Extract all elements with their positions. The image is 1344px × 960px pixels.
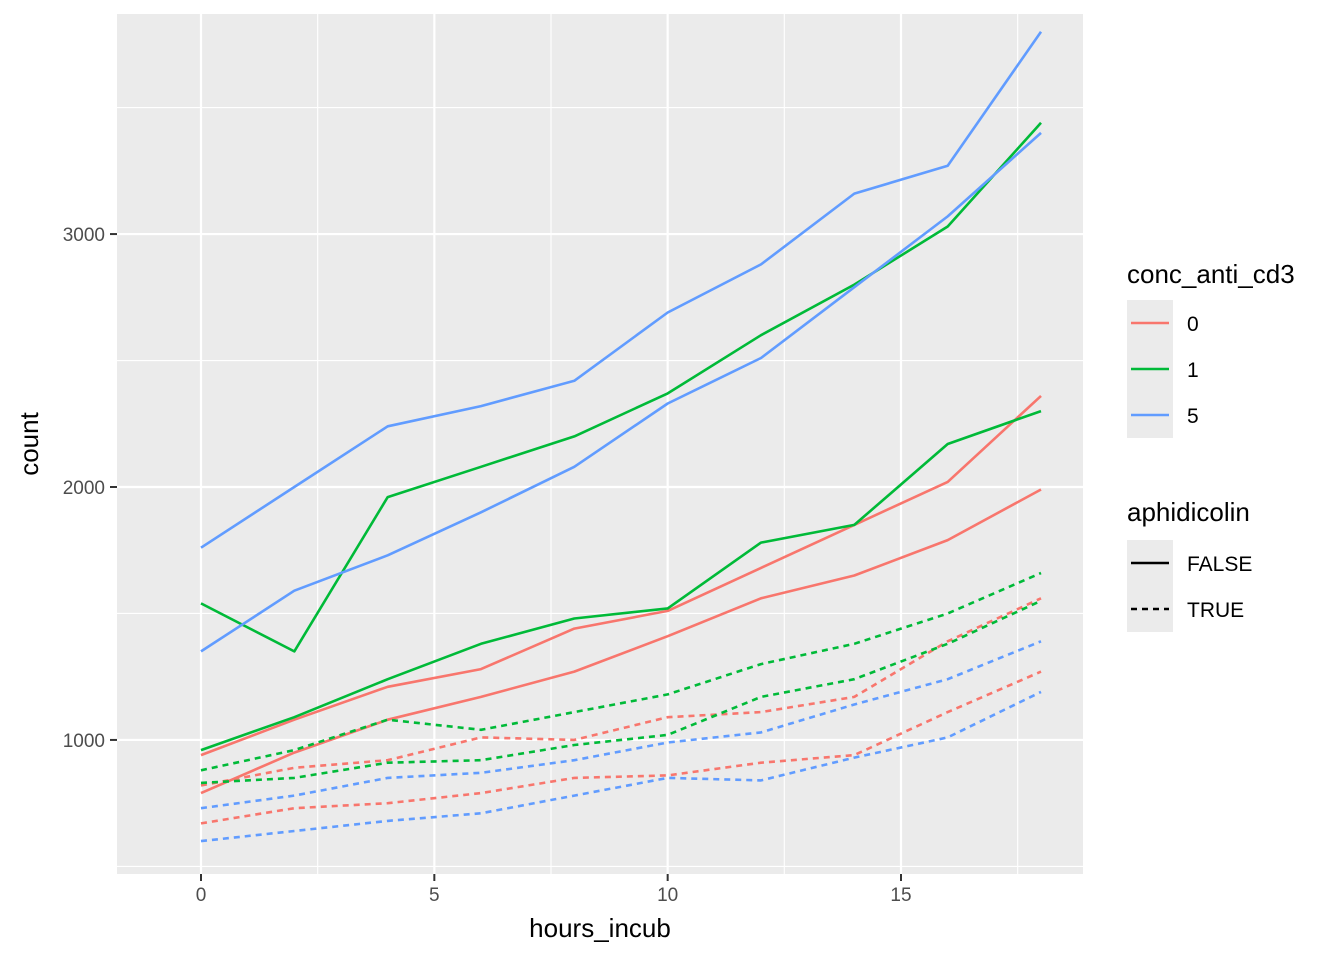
legend-linetype-title: aphidicolin: [1127, 497, 1250, 527]
series-line-conc-5-aph-false-5: [200, 30, 1043, 549]
series-line-conc-1-aph-false-4: [200, 409, 1042, 752]
x-tick-label: 10: [657, 885, 678, 906]
x-tick-label: 0: [196, 885, 207, 906]
plot-panel: [117, 14, 1083, 874]
series-line-conc-0-aph-true-7: [200, 597, 1042, 787]
x-tick-label: 15: [890, 885, 911, 906]
legend-color-title: conc_anti_cd3: [1127, 259, 1295, 289]
y-axis-title: count: [14, 411, 44, 475]
y-tick-label: 1000: [63, 731, 105, 752]
series-line-conc-0-aph-true-8: [200, 670, 1042, 825]
legend-color-label: 0: [1187, 313, 1199, 336]
y-axis-ticks: 1000 2000 3000: [63, 225, 117, 752]
y-tick-label: 3000: [63, 225, 105, 246]
x-axis-title: hours_incub: [529, 913, 671, 943]
x-axis-ticks: 0 5 10 15: [196, 874, 912, 906]
series-lines: [200, 30, 1043, 843]
legend-linetype-label: TRUE: [1187, 599, 1244, 622]
series-line-conc-1-aph-true-10: [200, 599, 1042, 785]
series-line-conc-5-aph-true-12: [200, 690, 1042, 843]
legend-linetype-label: FALSE: [1187, 553, 1252, 576]
series-line-conc-0-aph-false-1: [200, 394, 1042, 757]
legend-color-label: 5: [1187, 405, 1199, 428]
major-gridlines: [117, 14, 1083, 874]
legend-linetype: aphidicolin FALSE TRUE: [1127, 497, 1252, 632]
y-tick-label: 2000: [63, 478, 105, 499]
legend-color: conc_anti_cd3 0 1 5: [1127, 259, 1295, 438]
x-tick-label: 5: [429, 885, 440, 906]
series-line-conc-5-aph-false-6: [200, 131, 1042, 653]
legend-color-label: 1: [1187, 359, 1199, 382]
series-line-conc-1-aph-true-9: [200, 571, 1042, 772]
